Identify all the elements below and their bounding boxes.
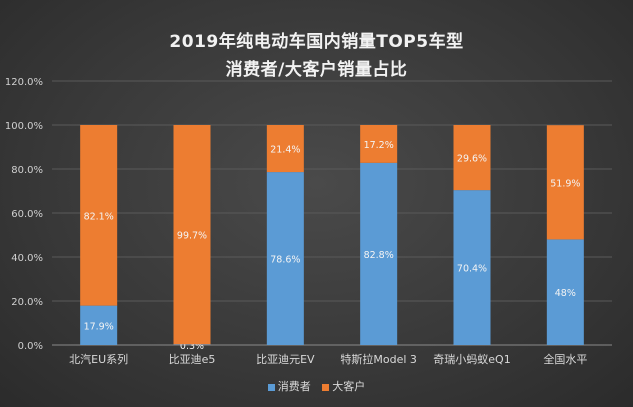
bar-fleet	[360, 125, 398, 163]
x-tick-label: 北汽EU系列	[69, 352, 128, 366]
legend: 消费者 大客户	[0, 378, 633, 394]
y-tick-label: 80.0%	[11, 165, 43, 176]
data-label: 17.2%	[364, 140, 394, 151]
bar-fleet	[266, 125, 304, 173]
y-tick-label: 120.0%	[5, 77, 43, 88]
legend-item-consumer: 消费者	[267, 380, 311, 393]
chart-subtitle: 消费者/大客户销量占比	[225, 60, 408, 80]
data-label: 17.9%	[84, 321, 114, 332]
bar-consumer	[80, 305, 118, 345]
x-tick-label: 比亚迪元EV	[256, 353, 315, 366]
data-label: 0.3%	[180, 341, 204, 352]
data-label: 51.9%	[550, 178, 580, 189]
data-label: 78.6%	[270, 255, 300, 266]
y-tick-label: 40.0%	[11, 253, 43, 264]
x-tick-label: 特斯拉Model 3	[340, 352, 417, 366]
data-label: 29.6%	[457, 154, 487, 165]
y-tick-label: 20.0%	[11, 297, 43, 308]
data-label: 99.7%	[177, 231, 207, 242]
legend-label: 大客户	[332, 380, 366, 393]
y-tick-label: 0.0%	[18, 341, 43, 352]
x-tick-label: 奇瑞小蚂蚁eQ1	[433, 352, 510, 366]
bar-consumer	[453, 190, 491, 345]
y-tick-label: 60.0%	[11, 209, 43, 220]
legend-swatch	[322, 383, 330, 391]
x-tick-label: 比亚迪e5	[169, 353, 216, 366]
bar-consumer	[173, 344, 211, 345]
data-label: 21.4%	[270, 145, 300, 156]
data-label: 82.8%	[364, 250, 394, 261]
bar-consumer	[266, 172, 304, 345]
legend-swatch	[267, 383, 275, 391]
x-tick-label: 全国水平	[543, 352, 587, 366]
data-label: 70.4%	[457, 264, 487, 275]
bar-consumer	[546, 239, 584, 345]
legend-item-fleet: 大客户	[322, 380, 365, 393]
bar-fleet	[453, 125, 491, 191]
bar-fleet	[80, 125, 118, 306]
y-tick-label: 100.0%	[5, 121, 43, 132]
legend-label: 消费者	[277, 380, 311, 393]
bar-consumer	[360, 162, 398, 345]
chart-title: 2019年纯电动车国内销量TOP5车型	[169, 32, 464, 52]
data-label: 48%	[555, 288, 576, 299]
bar-fleet	[173, 125, 211, 345]
data-label: 82.1%	[84, 211, 114, 222]
bar-fleet	[546, 125, 584, 240]
